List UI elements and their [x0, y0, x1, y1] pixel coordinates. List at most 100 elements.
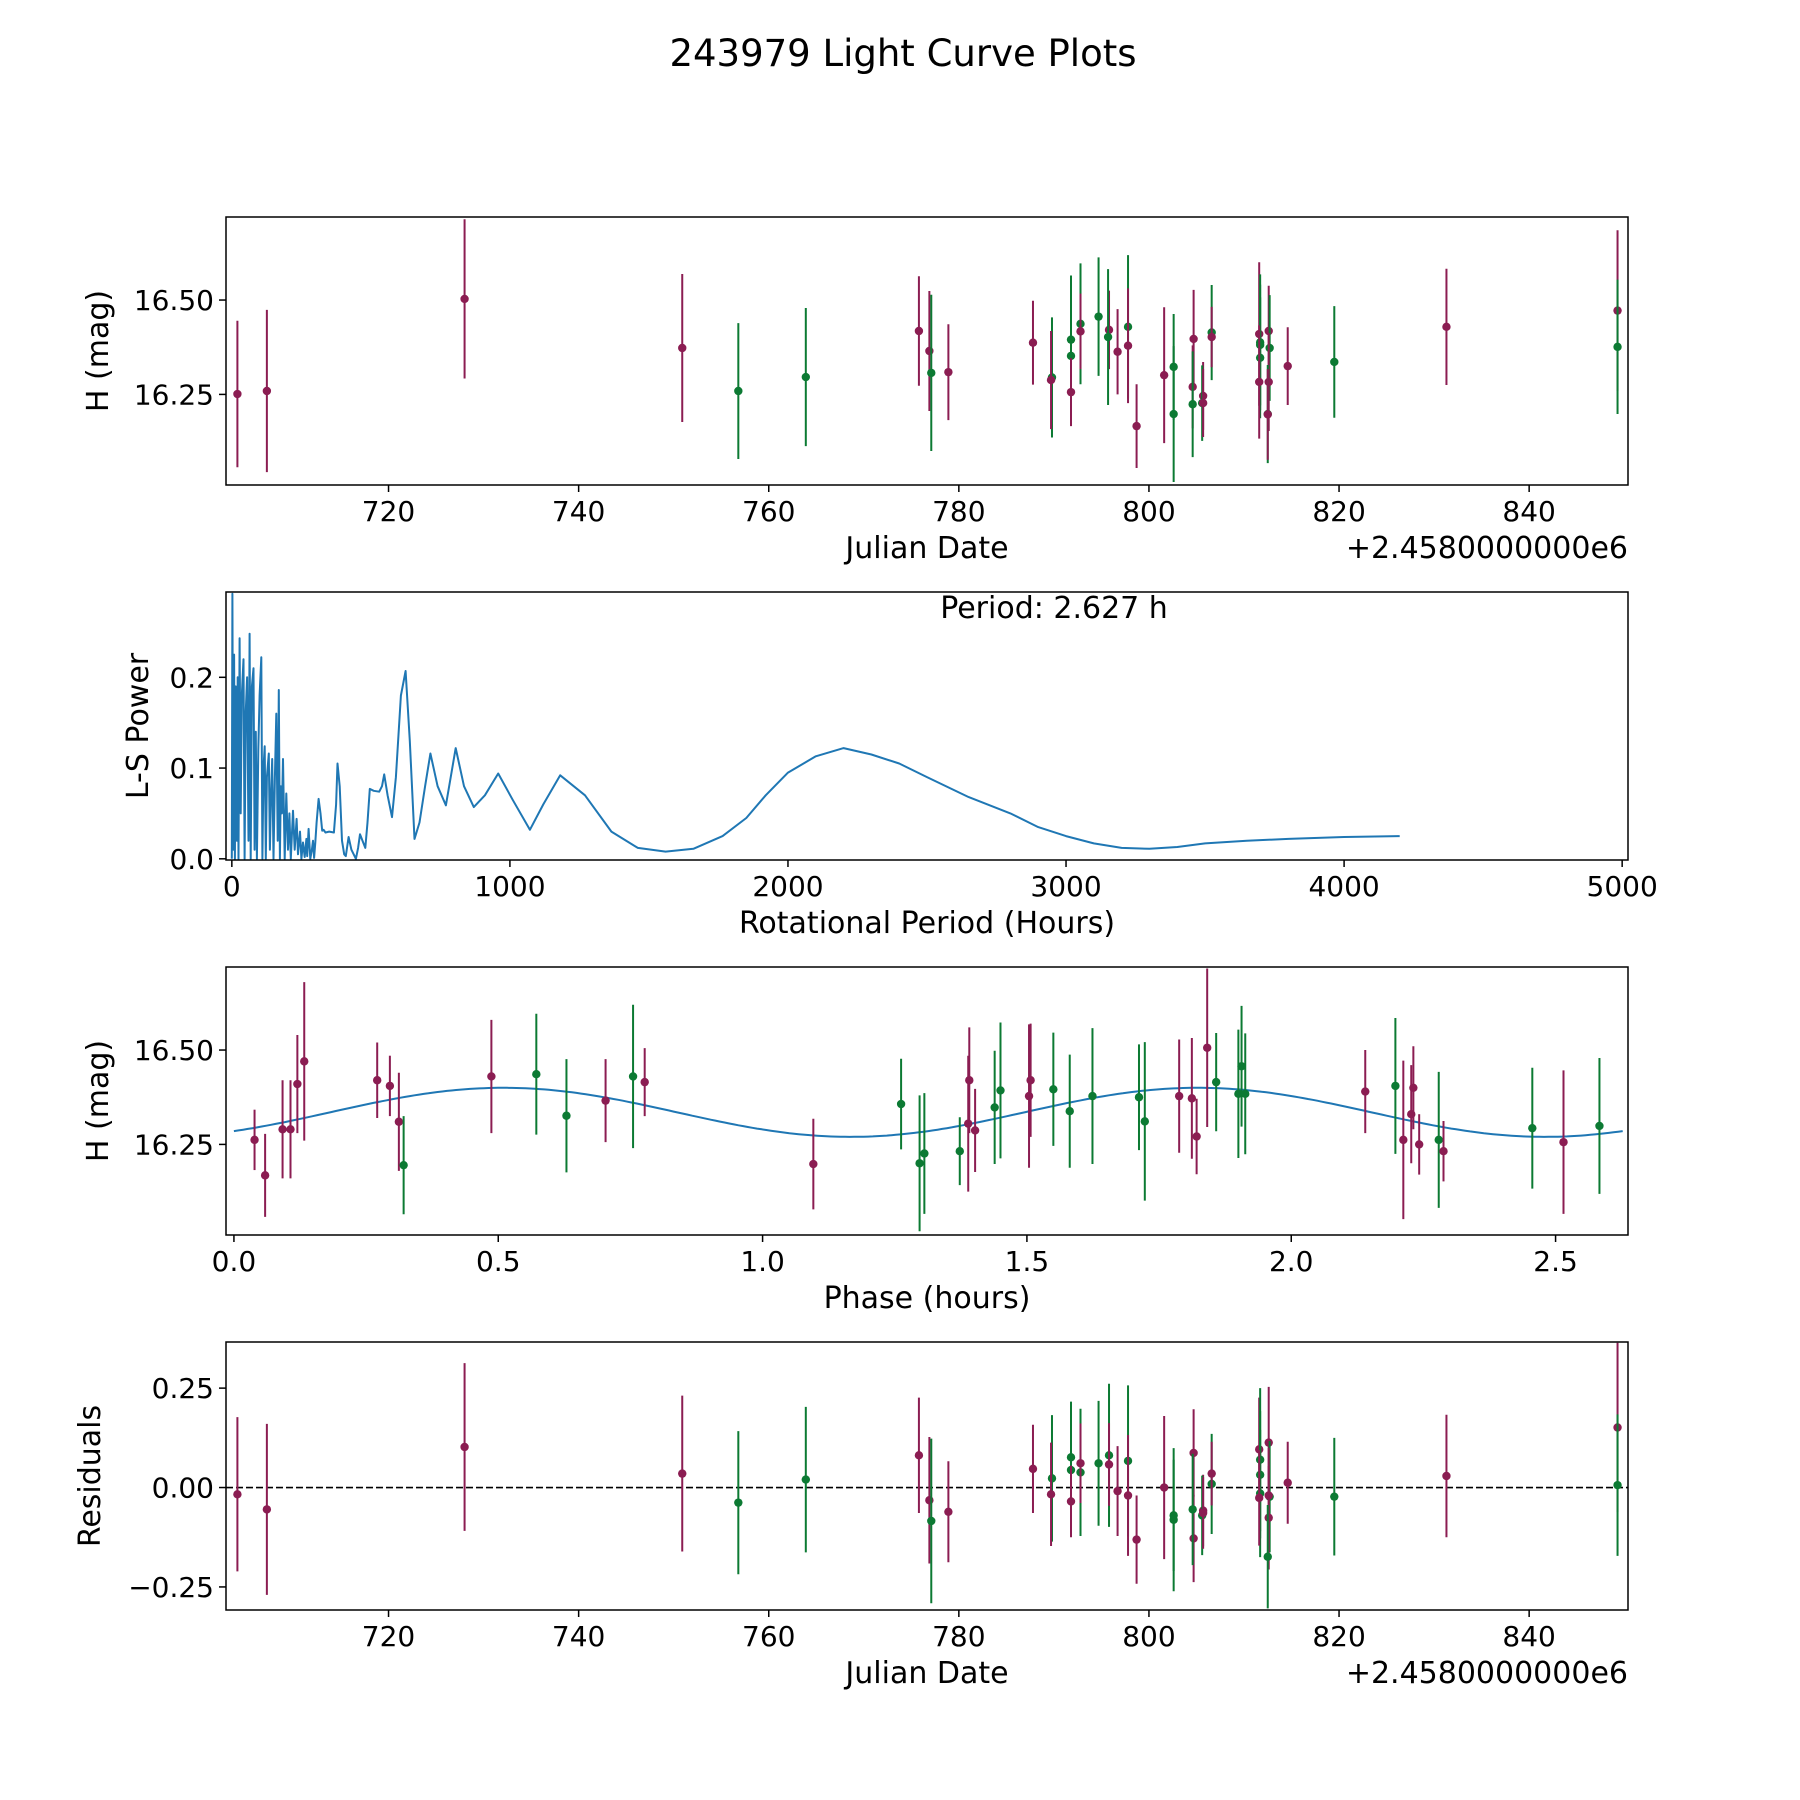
y-tick-label: 16.50 [134, 284, 214, 317]
data-point [1094, 312, 1103, 321]
data-point [1076, 1459, 1085, 1468]
data-point [1613, 342, 1622, 352]
x-tick-label: 5000 [1587, 870, 1658, 903]
data-point [532, 1070, 541, 1079]
data-point [915, 1159, 924, 1168]
axes-frame [225, 966, 1629, 1236]
data-point [1123, 341, 1133, 350]
x-tick-label: 780 [932, 1620, 985, 1653]
data-point [1113, 347, 1122, 356]
data-point [300, 1057, 309, 1066]
data-point [896, 1099, 906, 1109]
data-point [1094, 1459, 1103, 1468]
plot-content [233, 219, 1622, 482]
data-point [1066, 387, 1076, 397]
data-point [1188, 1505, 1197, 1514]
x-tick-label: 2.5 [1533, 1245, 1578, 1278]
data-point [801, 372, 811, 382]
data-point [372, 1076, 382, 1085]
data-point [1528, 1123, 1537, 1133]
data-point [1066, 1497, 1076, 1506]
data-point [562, 1111, 571, 1120]
data-point [1207, 1469, 1216, 1478]
x-tick-label: 720 [362, 1620, 415, 1653]
x-tick-label: 3000 [1030, 870, 1101, 903]
y-tick-label: 0.2 [169, 661, 214, 694]
data-point [1174, 1091, 1184, 1101]
data-point [1028, 1464, 1038, 1474]
data-point [1399, 1135, 1408, 1145]
data-point [1613, 1480, 1622, 1490]
data-point [914, 1451, 924, 1460]
x-tick-label: 1.5 [1005, 1245, 1050, 1278]
data-point [1198, 1508, 1208, 1518]
data-point [1169, 1515, 1178, 1524]
data-point [233, 389, 242, 399]
data-point [1188, 400, 1197, 409]
data-point [1255, 1493, 1264, 1503]
data-point [1192, 1132, 1201, 1141]
data-point [487, 1072, 496, 1081]
data-point [1391, 1081, 1400, 1091]
data-point [1113, 1486, 1122, 1496]
data-point [278, 1125, 287, 1134]
data-point [965, 1076, 974, 1085]
data-point [262, 386, 272, 396]
data-point [990, 1103, 999, 1112]
x-tick-label: 800 [1122, 495, 1175, 528]
y-tick-label: 16.25 [134, 378, 214, 411]
data-point [628, 1072, 638, 1081]
data-point [809, 1159, 818, 1169]
y-tick-label: 0.0 [169, 843, 214, 876]
data-point [678, 343, 687, 353]
axes-frame [225, 1341, 1629, 1611]
y-tick-label: 0.1 [169, 752, 214, 785]
data-point [1189, 334, 1198, 344]
plot-content [226, 1342, 1628, 1609]
y-axis-label: L-S Power [121, 652, 156, 799]
data-point [1024, 1091, 1034, 1101]
x-tick-label: 740 [552, 495, 605, 528]
data-point [1028, 338, 1038, 347]
figure-title: 243979 Light Curve Plots [669, 32, 1136, 75]
data-point [1104, 1460, 1114, 1469]
data-point [925, 1496, 934, 1505]
data-point [1442, 1471, 1451, 1481]
data-point [1140, 1117, 1150, 1126]
data-point [1065, 1106, 1074, 1116]
phase-folded-plot: 0.0 0.5 1.0 1.5 2.0 2.5 16.25 16.50 Phase (hours… [81, 966, 1629, 1316]
data-point [1234, 1089, 1243, 1099]
x-tick-label: 1.0 [740, 1245, 785, 1278]
y-axis-label: H (mag) [81, 1040, 116, 1162]
data-point [1076, 327, 1085, 336]
data-point [1237, 1062, 1246, 1071]
data-point [678, 1469, 687, 1478]
x-tick-label: 2000 [752, 870, 823, 903]
data-point [1241, 1089, 1250, 1099]
x-tick-label: 820 [1312, 1620, 1365, 1653]
data-point [1434, 1135, 1443, 1145]
data-point [1595, 1121, 1604, 1131]
data-point [964, 1119, 973, 1128]
data-point [1439, 1147, 1448, 1156]
data-point [1088, 1091, 1097, 1101]
data-point [1132, 421, 1141, 431]
data-point [1442, 322, 1451, 332]
data-point [734, 1498, 743, 1507]
data-point [1123, 1491, 1133, 1500]
data-point [640, 1077, 649, 1087]
plot-content [233, 968, 1623, 1232]
periodogram-line [230, 592, 1400, 860]
x-tick-label: 0.0 [212, 1245, 257, 1278]
x-tick-label: 0 [223, 870, 241, 903]
data-point [1159, 1483, 1169, 1492]
data-point [927, 1516, 936, 1526]
data-point [996, 1086, 1005, 1095]
x-axis-label: Rotational Period (Hours) [739, 906, 1115, 941]
data-point [293, 1079, 302, 1089]
data-point [1132, 1535, 1141, 1544]
data-point [1049, 1085, 1058, 1094]
data-point [1207, 332, 1216, 342]
x-tick-label: 0.5 [476, 1245, 521, 1278]
